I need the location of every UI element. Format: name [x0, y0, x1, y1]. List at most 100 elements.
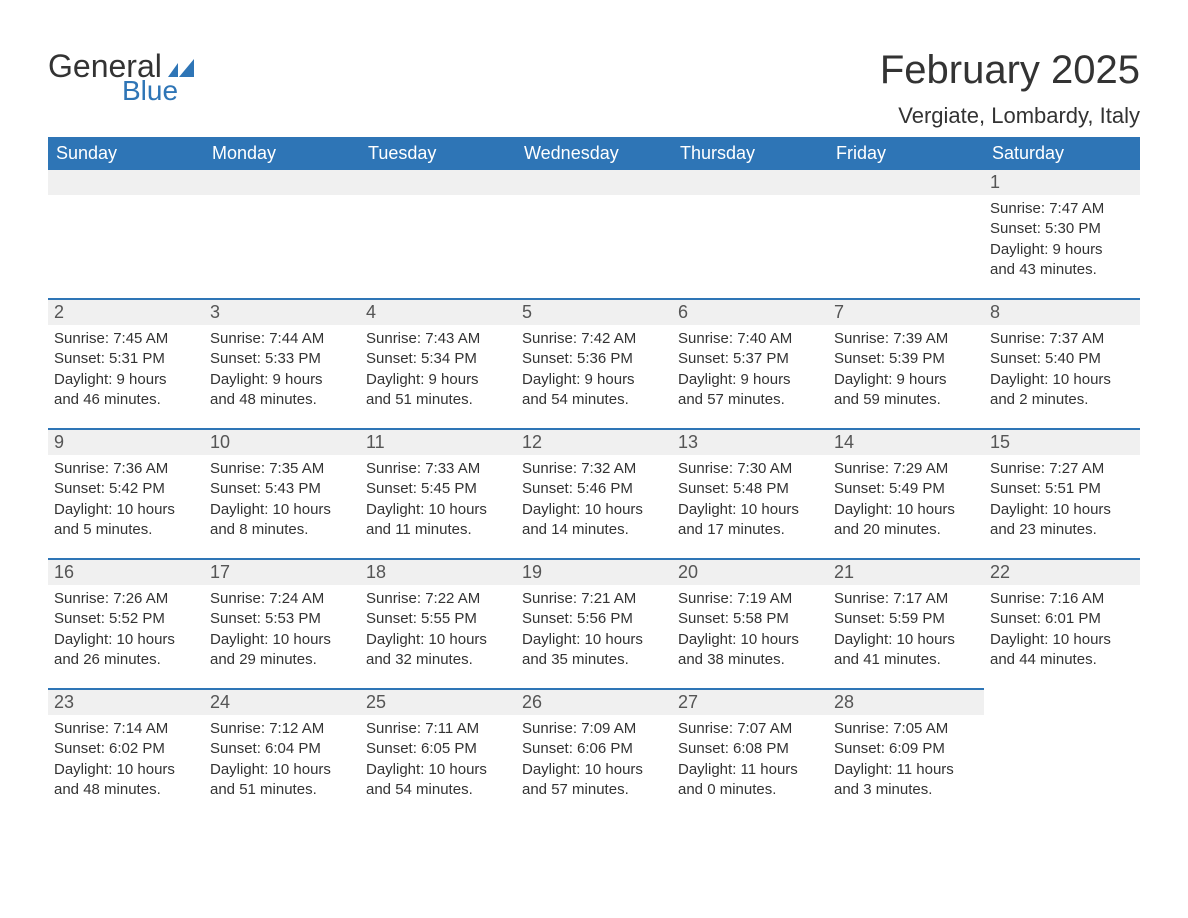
- day-number: [360, 170, 516, 195]
- day-number: 1: [984, 170, 1140, 195]
- day-details: Sunrise: 7:40 AMSunset: 5:37 PMDaylight:…: [672, 325, 828, 410]
- sunset-text: Sunset: 5:37 PM: [678, 349, 822, 369]
- calendar-cell-empty: [48, 170, 204, 299]
- sunrise-text: Sunrise: 7:16 AM: [990, 589, 1134, 609]
- calendar-cell: 4Sunrise: 7:43 AMSunset: 5:34 PMDaylight…: [360, 299, 516, 429]
- daylight-text: and 48 minutes.: [210, 390, 354, 410]
- daylight-text: and 5 minutes.: [54, 520, 198, 540]
- sunrise-text: Sunrise: 7:30 AM: [678, 459, 822, 479]
- sunset-text: Sunset: 6:08 PM: [678, 739, 822, 759]
- day-details: Sunrise: 7:36 AMSunset: 5:42 PMDaylight:…: [48, 455, 204, 540]
- daylight-text: Daylight: 10 hours: [990, 630, 1134, 650]
- sunset-text: Sunset: 6:09 PM: [834, 739, 978, 759]
- calendar-cell: 9Sunrise: 7:36 AMSunset: 5:42 PMDaylight…: [48, 429, 204, 559]
- calendar-cell: 12Sunrise: 7:32 AMSunset: 5:46 PMDayligh…: [516, 429, 672, 559]
- sunset-text: Sunset: 5:59 PM: [834, 609, 978, 629]
- day-details: Sunrise: 7:27 AMSunset: 5:51 PMDaylight:…: [984, 455, 1140, 540]
- calendar-cell: 7Sunrise: 7:39 AMSunset: 5:39 PMDaylight…: [828, 299, 984, 429]
- day-details: Sunrise: 7:24 AMSunset: 5:53 PMDaylight:…: [204, 585, 360, 670]
- day-number: 3: [204, 300, 360, 325]
- day-details: Sunrise: 7:14 AMSunset: 6:02 PMDaylight:…: [48, 715, 204, 800]
- daylight-text: Daylight: 10 hours: [522, 630, 666, 650]
- daylight-text: and 51 minutes.: [366, 390, 510, 410]
- brand-word2: Blue: [122, 75, 178, 107]
- sunset-text: Sunset: 5:53 PM: [210, 609, 354, 629]
- daylight-text: and 3 minutes.: [834, 780, 978, 800]
- daylight-text: and 2 minutes.: [990, 390, 1134, 410]
- day-number: 15: [984, 430, 1140, 455]
- calendar-cell: 17Sunrise: 7:24 AMSunset: 5:53 PMDayligh…: [204, 559, 360, 689]
- calendar-cell-empty: [516, 170, 672, 299]
- calendar-cell: 2Sunrise: 7:45 AMSunset: 5:31 PMDaylight…: [48, 299, 204, 429]
- day-details: Sunrise: 7:47 AMSunset: 5:30 PMDaylight:…: [984, 195, 1140, 280]
- day-details: Sunrise: 7:30 AMSunset: 5:48 PMDaylight:…: [672, 455, 828, 540]
- sunrise-text: Sunrise: 7:33 AM: [366, 459, 510, 479]
- calendar-cell: 27Sunrise: 7:07 AMSunset: 6:08 PMDayligh…: [672, 689, 828, 818]
- sunrise-text: Sunrise: 7:37 AM: [990, 329, 1134, 349]
- day-number: 18: [360, 560, 516, 585]
- daylight-text: and 32 minutes.: [366, 650, 510, 670]
- calendar-cell: 6Sunrise: 7:40 AMSunset: 5:37 PMDaylight…: [672, 299, 828, 429]
- calendar-week-row: 23Sunrise: 7:14 AMSunset: 6:02 PMDayligh…: [48, 689, 1140, 818]
- calendar-cell: 19Sunrise: 7:21 AMSunset: 5:56 PMDayligh…: [516, 559, 672, 689]
- month-title: February 2025: [880, 48, 1140, 93]
- day-number: 23: [48, 690, 204, 715]
- sunrise-text: Sunrise: 7:21 AM: [522, 589, 666, 609]
- day-details: Sunrise: 7:45 AMSunset: 5:31 PMDaylight:…: [48, 325, 204, 410]
- day-number: 26: [516, 690, 672, 715]
- daylight-text: and 51 minutes.: [210, 780, 354, 800]
- day-number: 10: [204, 430, 360, 455]
- daylight-text: and 48 minutes.: [54, 780, 198, 800]
- sunrise-text: Sunrise: 7:36 AM: [54, 459, 198, 479]
- sunrise-text: Sunrise: 7:14 AM: [54, 719, 198, 739]
- sunset-text: Sunset: 5:49 PM: [834, 479, 978, 499]
- daylight-text: Daylight: 11 hours: [678, 760, 822, 780]
- daylight-text: and 38 minutes.: [678, 650, 822, 670]
- calendar-cell: 24Sunrise: 7:12 AMSunset: 6:04 PMDayligh…: [204, 689, 360, 818]
- day-details: Sunrise: 7:19 AMSunset: 5:58 PMDaylight:…: [672, 585, 828, 670]
- sunset-text: Sunset: 5:39 PM: [834, 349, 978, 369]
- day-details: Sunrise: 7:12 AMSunset: 6:04 PMDaylight:…: [204, 715, 360, 800]
- daylight-text: and 14 minutes.: [522, 520, 666, 540]
- day-details: Sunrise: 7:16 AMSunset: 6:01 PMDaylight:…: [984, 585, 1140, 670]
- sunset-text: Sunset: 5:42 PM: [54, 479, 198, 499]
- calendar-cell: 14Sunrise: 7:29 AMSunset: 5:49 PMDayligh…: [828, 429, 984, 559]
- title-block: February 2025 Vergiate, Lombardy, Italy: [880, 48, 1140, 129]
- day-details: Sunrise: 7:35 AMSunset: 5:43 PMDaylight:…: [204, 455, 360, 540]
- daylight-text: and 54 minutes.: [366, 780, 510, 800]
- sunset-text: Sunset: 6:05 PM: [366, 739, 510, 759]
- sunrise-text: Sunrise: 7:27 AM: [990, 459, 1134, 479]
- day-number: 5: [516, 300, 672, 325]
- day-number: 19: [516, 560, 672, 585]
- calendar-cell: 16Sunrise: 7:26 AMSunset: 5:52 PMDayligh…: [48, 559, 204, 689]
- day-number: 27: [672, 690, 828, 715]
- day-details: Sunrise: 7:22 AMSunset: 5:55 PMDaylight:…: [360, 585, 516, 670]
- sunrise-text: Sunrise: 7:47 AM: [990, 199, 1134, 219]
- calendar-cell: 26Sunrise: 7:09 AMSunset: 6:06 PMDayligh…: [516, 689, 672, 818]
- daylight-text: and 26 minutes.: [54, 650, 198, 670]
- daylight-text: Daylight: 10 hours: [990, 500, 1134, 520]
- sunset-text: Sunset: 6:02 PM: [54, 739, 198, 759]
- weekday-header: Tuesday: [360, 137, 516, 170]
- daylight-text: Daylight: 9 hours: [678, 370, 822, 390]
- sunset-text: Sunset: 6:06 PM: [522, 739, 666, 759]
- weekday-header: Wednesday: [516, 137, 672, 170]
- calendar-cell-empty: [204, 170, 360, 299]
- sunset-text: Sunset: 5:46 PM: [522, 479, 666, 499]
- weekday-header: Friday: [828, 137, 984, 170]
- weekday-header: Sunday: [48, 137, 204, 170]
- calendar-cell-empty: [360, 170, 516, 299]
- sunset-text: Sunset: 5:52 PM: [54, 609, 198, 629]
- day-number: [516, 170, 672, 195]
- sunrise-text: Sunrise: 7:40 AM: [678, 329, 822, 349]
- calendar-cell-empty: [672, 170, 828, 299]
- daylight-text: Daylight: 10 hours: [678, 630, 822, 650]
- sunset-text: Sunset: 5:45 PM: [366, 479, 510, 499]
- daylight-text: and 8 minutes.: [210, 520, 354, 540]
- day-number: 13: [672, 430, 828, 455]
- daylight-text: Daylight: 9 hours: [210, 370, 354, 390]
- day-details: Sunrise: 7:32 AMSunset: 5:46 PMDaylight:…: [516, 455, 672, 540]
- daylight-text: and 43 minutes.: [990, 260, 1134, 280]
- day-number: 8: [984, 300, 1140, 325]
- calendar-week-row: 9Sunrise: 7:36 AMSunset: 5:42 PMDaylight…: [48, 429, 1140, 559]
